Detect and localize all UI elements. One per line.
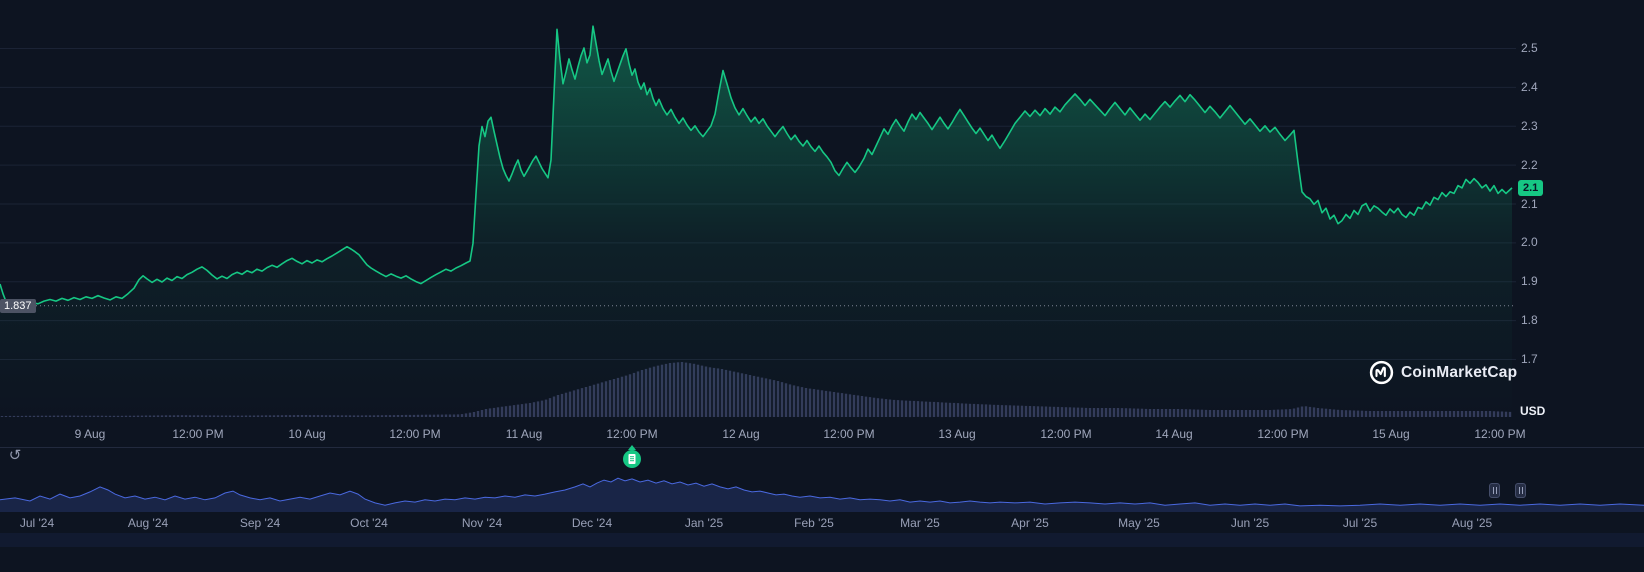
navigator-handle-left[interactable]: [1489, 483, 1500, 498]
navigator-tick-label: Feb '25: [794, 516, 834, 530]
news-event-marker-icon[interactable]: [622, 445, 642, 470]
x-axis-tick-label: 11 Aug: [505, 427, 543, 441]
navigator-tick-label: Apr '25: [1011, 516, 1049, 530]
news-document-icon: [623, 450, 641, 468]
x-axis-tick-label: 13 Aug: [938, 427, 976, 441]
handle-grip-bar: [1495, 487, 1497, 494]
marker-pointer: [628, 445, 636, 450]
x-axis-tick-label: 12:00 PM: [823, 427, 875, 441]
y-axis-tick-label: 1.9: [1521, 274, 1538, 289]
navigator-tick-label: Aug '25: [1451, 516, 1493, 530]
navigator-tick-label: Dec '24: [571, 516, 613, 530]
x-axis-tick-label: 12:00 PM: [606, 427, 658, 441]
x-axis-tick-label: 12:00 PM: [1474, 427, 1526, 441]
y-axis-tick-label: 2.1: [1521, 196, 1538, 211]
y-axis-tick-label: 1.8: [1521, 313, 1538, 328]
y-axis-tick-label: 1.7: [1521, 352, 1538, 366]
navigator-tick-label: Mar '25: [900, 516, 940, 530]
x-axis-tick-label: 12:00 PM: [389, 427, 441, 441]
currency-unit-label: USD: [1520, 404, 1546, 418]
last-price-badge: 2.1: [1518, 179, 1544, 196]
y-axis-tick-label: 2.4: [1521, 79, 1538, 94]
x-axis-tick-label: 14 Aug: [1155, 427, 1193, 441]
y-axis-tick-label: 2.2: [1521, 157, 1538, 172]
navigator-tick-label: Jul '25: [1342, 516, 1378, 530]
navigator-tick-label: Aug '24: [127, 516, 169, 530]
x-axis-tick-label: 12:00 PM: [1257, 427, 1309, 441]
handle-grip-bar: [1521, 487, 1523, 494]
watermark: CoinMarketCap: [1369, 360, 1517, 385]
y-axis-tick-label: 2.5: [1521, 41, 1538, 55]
x-axis-tick-label: 15 Aug: [1372, 427, 1410, 441]
navigator-tick-label: Jul '24: [19, 516, 55, 530]
handle-grip-bar: [1492, 487, 1494, 494]
history-icon[interactable]: ↺: [8, 447, 22, 464]
watermark-text: CoinMarketCap: [1401, 363, 1518, 381]
x-axis-tick-label: 12 Aug: [722, 427, 760, 441]
open-price-label: 1.837: [0, 298, 36, 313]
y-axis-tick-label: 2.0: [1521, 235, 1538, 250]
navigator-tick-label: Nov '24: [461, 516, 503, 530]
navigator-tick-label: Jan '25: [684, 516, 724, 530]
navigator-tick-label: Sep '24: [239, 516, 281, 530]
navigator-handle-right[interactable]: [1515, 483, 1526, 498]
handle-grip-bar: [1518, 487, 1520, 494]
x-axis-tick-label: 10 Aug: [288, 427, 326, 441]
y-axis-tick-label: 2.3: [1521, 118, 1538, 133]
navigator-tick-label: May '25: [1118, 516, 1160, 530]
x-axis-tick-label: 12:00 PM: [172, 427, 224, 441]
x-axis-tick-label: 12:00 PM: [1040, 427, 1092, 441]
coinmarketcap-logo-icon: [1369, 360, 1394, 385]
x-axis-tick-label: 9 Aug: [74, 427, 106, 441]
navigator-tick-label: Oct '24: [350, 516, 388, 530]
navigator-tick-label: Jun '25: [1230, 516, 1270, 530]
